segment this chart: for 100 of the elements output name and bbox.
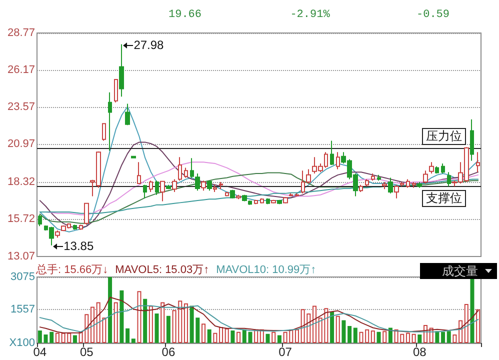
candlestick: [242, 194, 247, 202]
candlestick: [248, 200, 252, 206]
bar: [38, 330, 42, 343]
candlestick: [213, 184, 217, 193]
x-tick-label: 05: [80, 345, 94, 359]
bar: [342, 320, 346, 343]
dropdown-button: 成交量: [420, 263, 497, 279]
candlestick: [260, 198, 264, 204]
candlestick: [184, 167, 188, 178]
candlestick: [55, 230, 60, 238]
y-tick-label: 1557: [10, 304, 35, 316]
bar: [418, 334, 422, 343]
bar: [131, 338, 136, 343]
candlestick: [417, 182, 422, 188]
x-tick-label: 08: [412, 345, 427, 359]
candlestick: [412, 182, 416, 188]
candlestick: [38, 214, 42, 227]
candlestick: [79, 224, 83, 230]
bar: [126, 328, 130, 343]
x-tick-label: 07: [278, 345, 292, 359]
candlestick: [289, 192, 293, 197]
annotation: 13.85: [64, 239, 94, 254]
candlestick: [125, 103, 130, 126]
text: 19.66: [168, 8, 202, 22]
candlestick: [155, 180, 159, 196]
candlestick: [371, 173, 375, 182]
candlestick: [143, 184, 147, 199]
candlestick: [178, 156, 182, 182]
candlestick: [166, 184, 171, 190]
candlestick: [388, 177, 393, 194]
y-tick-label: 13.07: [7, 250, 35, 262]
text: -2.91%: [290, 8, 330, 22]
bar: [266, 334, 270, 343]
bar: [120, 290, 124, 343]
bar: [435, 331, 440, 343]
candlestick: [172, 178, 177, 193]
candlestick: [84, 202, 89, 226]
text: -0.59: [416, 8, 450, 22]
candlestick: [119, 44, 124, 98]
line-series: [39, 106, 479, 232]
annotation: 27.98: [134, 38, 164, 52]
line-series: [39, 172, 479, 224]
candlestick: [160, 180, 165, 202]
candlestick: [271, 199, 276, 204]
candlestick: [400, 182, 404, 187]
candlestick: [295, 192, 299, 197]
line-series: [39, 296, 479, 334]
bar: [72, 335, 77, 343]
candlestick: [219, 182, 223, 190]
bar: [388, 328, 392, 343]
bar: [330, 311, 334, 343]
candlestick: [102, 123, 106, 142]
candlestick: [336, 152, 340, 170]
bar: [353, 328, 358, 343]
y-tick-label: 3075: [10, 271, 35, 283]
bar: [166, 316, 170, 343]
x-tick-label: 04: [33, 345, 47, 359]
candlestick: [114, 79, 118, 103]
bar: [470, 278, 474, 343]
candlestick: [225, 192, 229, 197]
candlestick: [254, 199, 258, 205]
line-series: [39, 142, 479, 228]
line-series: [39, 178, 479, 214]
bar: [230, 330, 235, 343]
bar: [143, 298, 148, 343]
y-tick-label: 26.17: [7, 64, 35, 76]
candlestick: [406, 178, 410, 188]
y-tick-label: 28.77: [7, 27, 35, 39]
candlestick: [359, 184, 363, 193]
y-tick-label: 23.57: [7, 101, 35, 114]
line-series: [39, 305, 479, 332]
candlestick: [423, 170, 428, 184]
bar: [446, 331, 451, 343]
y-tick-label: 20.97: [7, 138, 35, 150]
candlestick: [230, 189, 235, 199]
candlestick: [207, 180, 212, 192]
candlestick: [377, 174, 381, 182]
candlestick: [330, 140, 334, 166]
candlestick: [137, 162, 141, 184]
bar: [108, 277, 112, 343]
candlestick: [73, 224, 77, 230]
bar: [348, 326, 352, 343]
candlestick: [429, 162, 434, 174]
candlestick: [149, 180, 153, 193]
candlestick: [131, 156, 136, 158]
candlestick: [201, 180, 206, 192]
candlestick: [441, 163, 445, 174]
text: MAVOL5: 15.03万↑: [115, 264, 210, 276]
text: MAVOL10: 10.99万↑: [216, 264, 316, 276]
ref-line-label: 支撑位: [422, 190, 466, 207]
candlestick: [277, 199, 282, 205]
bar: [207, 329, 212, 343]
annotation: 成交量: [442, 263, 478, 279]
candlestick: [382, 182, 387, 190]
candlestick: [283, 196, 288, 204]
y-tick-label: X100: [9, 337, 35, 349]
bar: [154, 313, 159, 343]
y-tick-label: 18.32: [7, 176, 35, 188]
candlestick: [108, 92, 112, 152]
bar: [277, 335, 282, 343]
